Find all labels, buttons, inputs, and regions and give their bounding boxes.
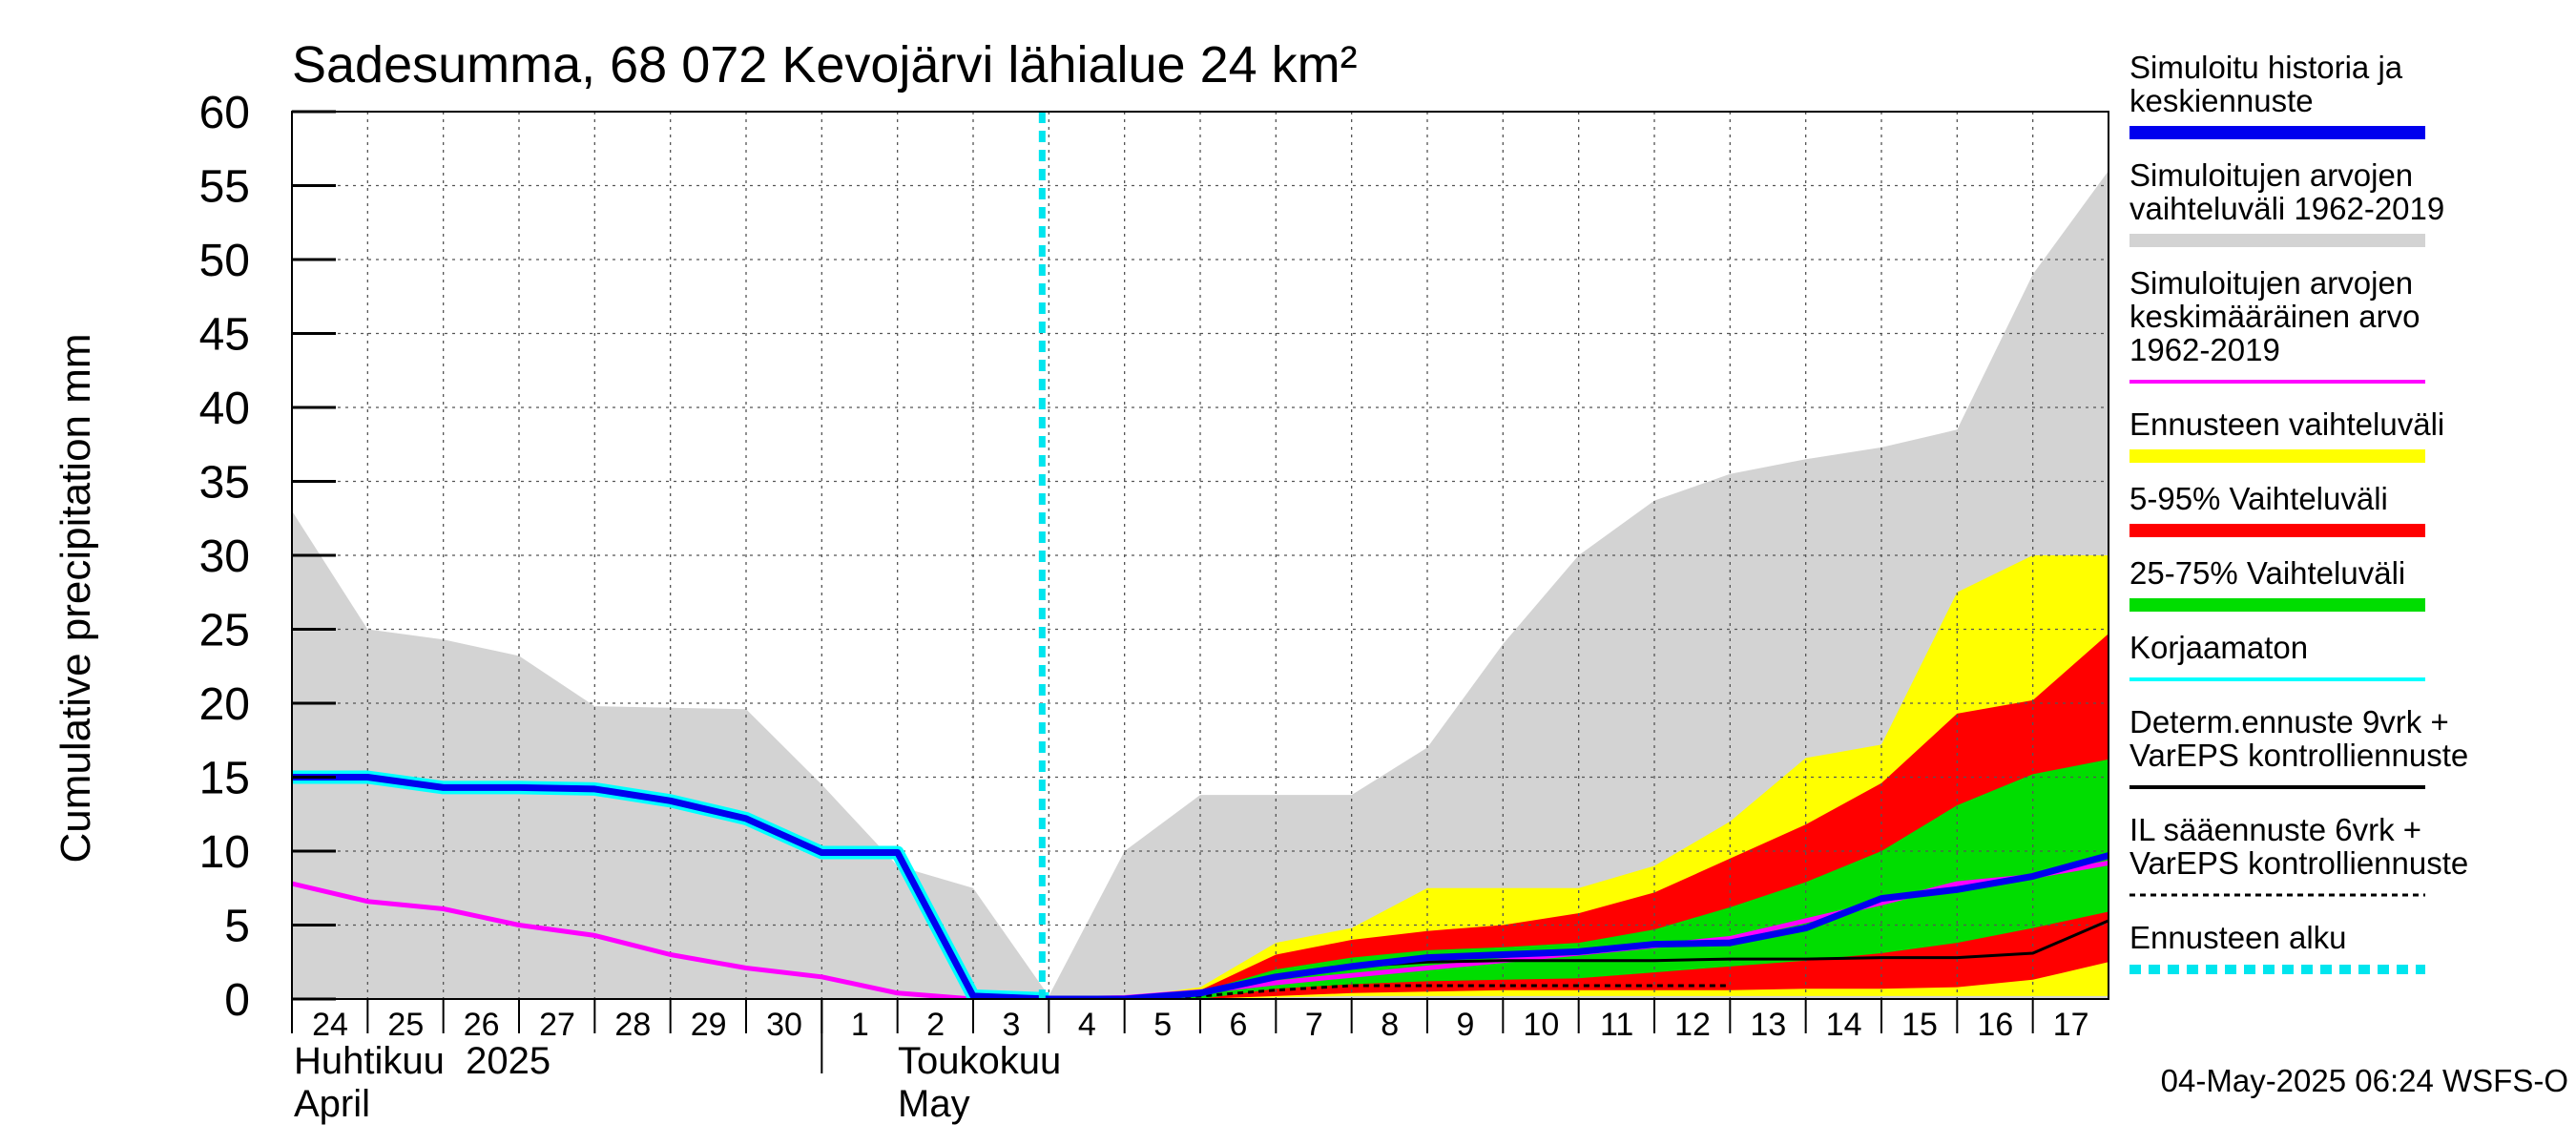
legend-sim-label: Simuloitu historia ja: [2129, 50, 2403, 85]
x-tick-label: 10: [1523, 1007, 1559, 1043]
x-tick-label: 5: [1153, 1007, 1172, 1043]
x-tick-label: 30: [766, 1007, 802, 1043]
month-label-may-en: May: [898, 1083, 970, 1125]
y-tick-label: 35: [199, 458, 250, 509]
chart-title: Sadesumma, 68 072 Kevojärvi lähialue 24 …: [292, 36, 1358, 94]
y-tick-label: 5: [224, 902, 250, 952]
footer-timestamp: 04-May-2025 06:24 WSFS-O: [2161, 1063, 2568, 1098]
legend-uncorr-label: Korjaamaton: [2129, 630, 2308, 665]
percentile-25-75-band: [1124, 759, 2109, 999]
x-tick-label: 25: [387, 1007, 424, 1043]
legend-hist_mean-label: keskimääräinen arvo: [2129, 299, 2420, 334]
y-tick-label: 15: [199, 754, 250, 804]
legend-hist_range-label: vaihteluväli 1962-2019: [2129, 191, 2444, 226]
y-tick-label: 25: [199, 606, 250, 656]
plot-area: [291, 111, 2109, 1000]
legend-determ-label: VarEPS kontrolliennuste: [2129, 738, 2468, 773]
legend-p25_75-label: 25-75% Vaihteluväli: [2129, 555, 2405, 591]
x-tick-label: 15: [1901, 1007, 1938, 1043]
x-tick-label: 11: [1600, 1007, 1633, 1043]
legend-fstart-label: Ennusteen alku: [2129, 920, 2347, 955]
legend-il-label: IL sääennuste 6vrk +: [2129, 812, 2421, 847]
y-tick-label: 55: [199, 162, 250, 213]
x-tick-label: 7: [1305, 1007, 1323, 1043]
x-tick-label: 12: [1674, 1007, 1711, 1043]
x-tick-label: 1: [851, 1007, 869, 1043]
month-label-april-fi: Huhtikuu 2025: [294, 1040, 551, 1082]
y-tick-label: 45: [199, 310, 250, 361]
legend-hist_range-label: Simuloitujen arvojen: [2129, 157, 2413, 193]
il-forecast-line: [1049, 984, 1731, 999]
legend-il-label: VarEPS kontrolliennuste: [2129, 845, 2468, 881]
x-tick-label: 2: [926, 1007, 945, 1043]
y-tick-label: 0: [224, 975, 250, 1026]
y-axis: 0 5 10 15 20 25 30 35 40 45 50 55 60: [199, 88, 336, 1026]
x-tick-label: 13: [1750, 1007, 1786, 1043]
x-tick-label: 17: [2053, 1007, 2089, 1043]
month-label-april-en: April: [294, 1083, 370, 1125]
month-label-may-fi: Toukokuu: [898, 1040, 1061, 1082]
x-tick-label: 27: [539, 1007, 575, 1043]
y-tick-label: 20: [199, 679, 250, 730]
legend-p5_95-label: 5-95% Vaihteluväli: [2129, 481, 2388, 516]
x-tick-label: 16: [1977, 1007, 2013, 1043]
legend-hist_mean-label: Simuloitujen arvojen: [2129, 265, 2413, 301]
x-tick-label: 3: [1003, 1007, 1021, 1043]
month-labels: Huhtikuu 2025 April Toukokuu May: [294, 1040, 1061, 1125]
legend-hist_mean-label: 1962-2019: [2129, 332, 2280, 367]
x-tick-label: 9: [1457, 1007, 1475, 1043]
x-tick-label: 6: [1230, 1007, 1248, 1043]
y-tick-label: 30: [199, 531, 250, 582]
legend-determ-label: Determ.ennuste 9vrk +: [2129, 704, 2449, 739]
x-tick-label: 28: [614, 1007, 651, 1043]
simulated-history-line: [292, 774, 2109, 999]
x-axis: 24 25 26 27 28 29 30 1 2 3 4 5 6 7 8 9 10 11 12 13 14 15 16 17: [291, 999, 2089, 1073]
y-tick-label: 10: [199, 827, 250, 878]
x-tick-label: 29: [691, 1007, 727, 1043]
x-tick-label: 26: [464, 1007, 500, 1043]
y-tick-label: 50: [199, 236, 250, 286]
x-tick-label: 8: [1381, 1007, 1399, 1043]
x-tick-label: 14: [1826, 1007, 1862, 1043]
y-tick-label: 60: [199, 88, 250, 138]
y-tick-label: 40: [199, 384, 250, 434]
x-tick-label: 24: [312, 1007, 348, 1043]
y-axis-label: Cumulative precipitation mm: [52, 333, 99, 863]
legend-sim-label: keskiennuste: [2129, 83, 2314, 118]
legend-ens_range-label: Ennusteen vaihteluväli: [2129, 406, 2444, 442]
x-tick-label: 4: [1078, 1007, 1096, 1043]
